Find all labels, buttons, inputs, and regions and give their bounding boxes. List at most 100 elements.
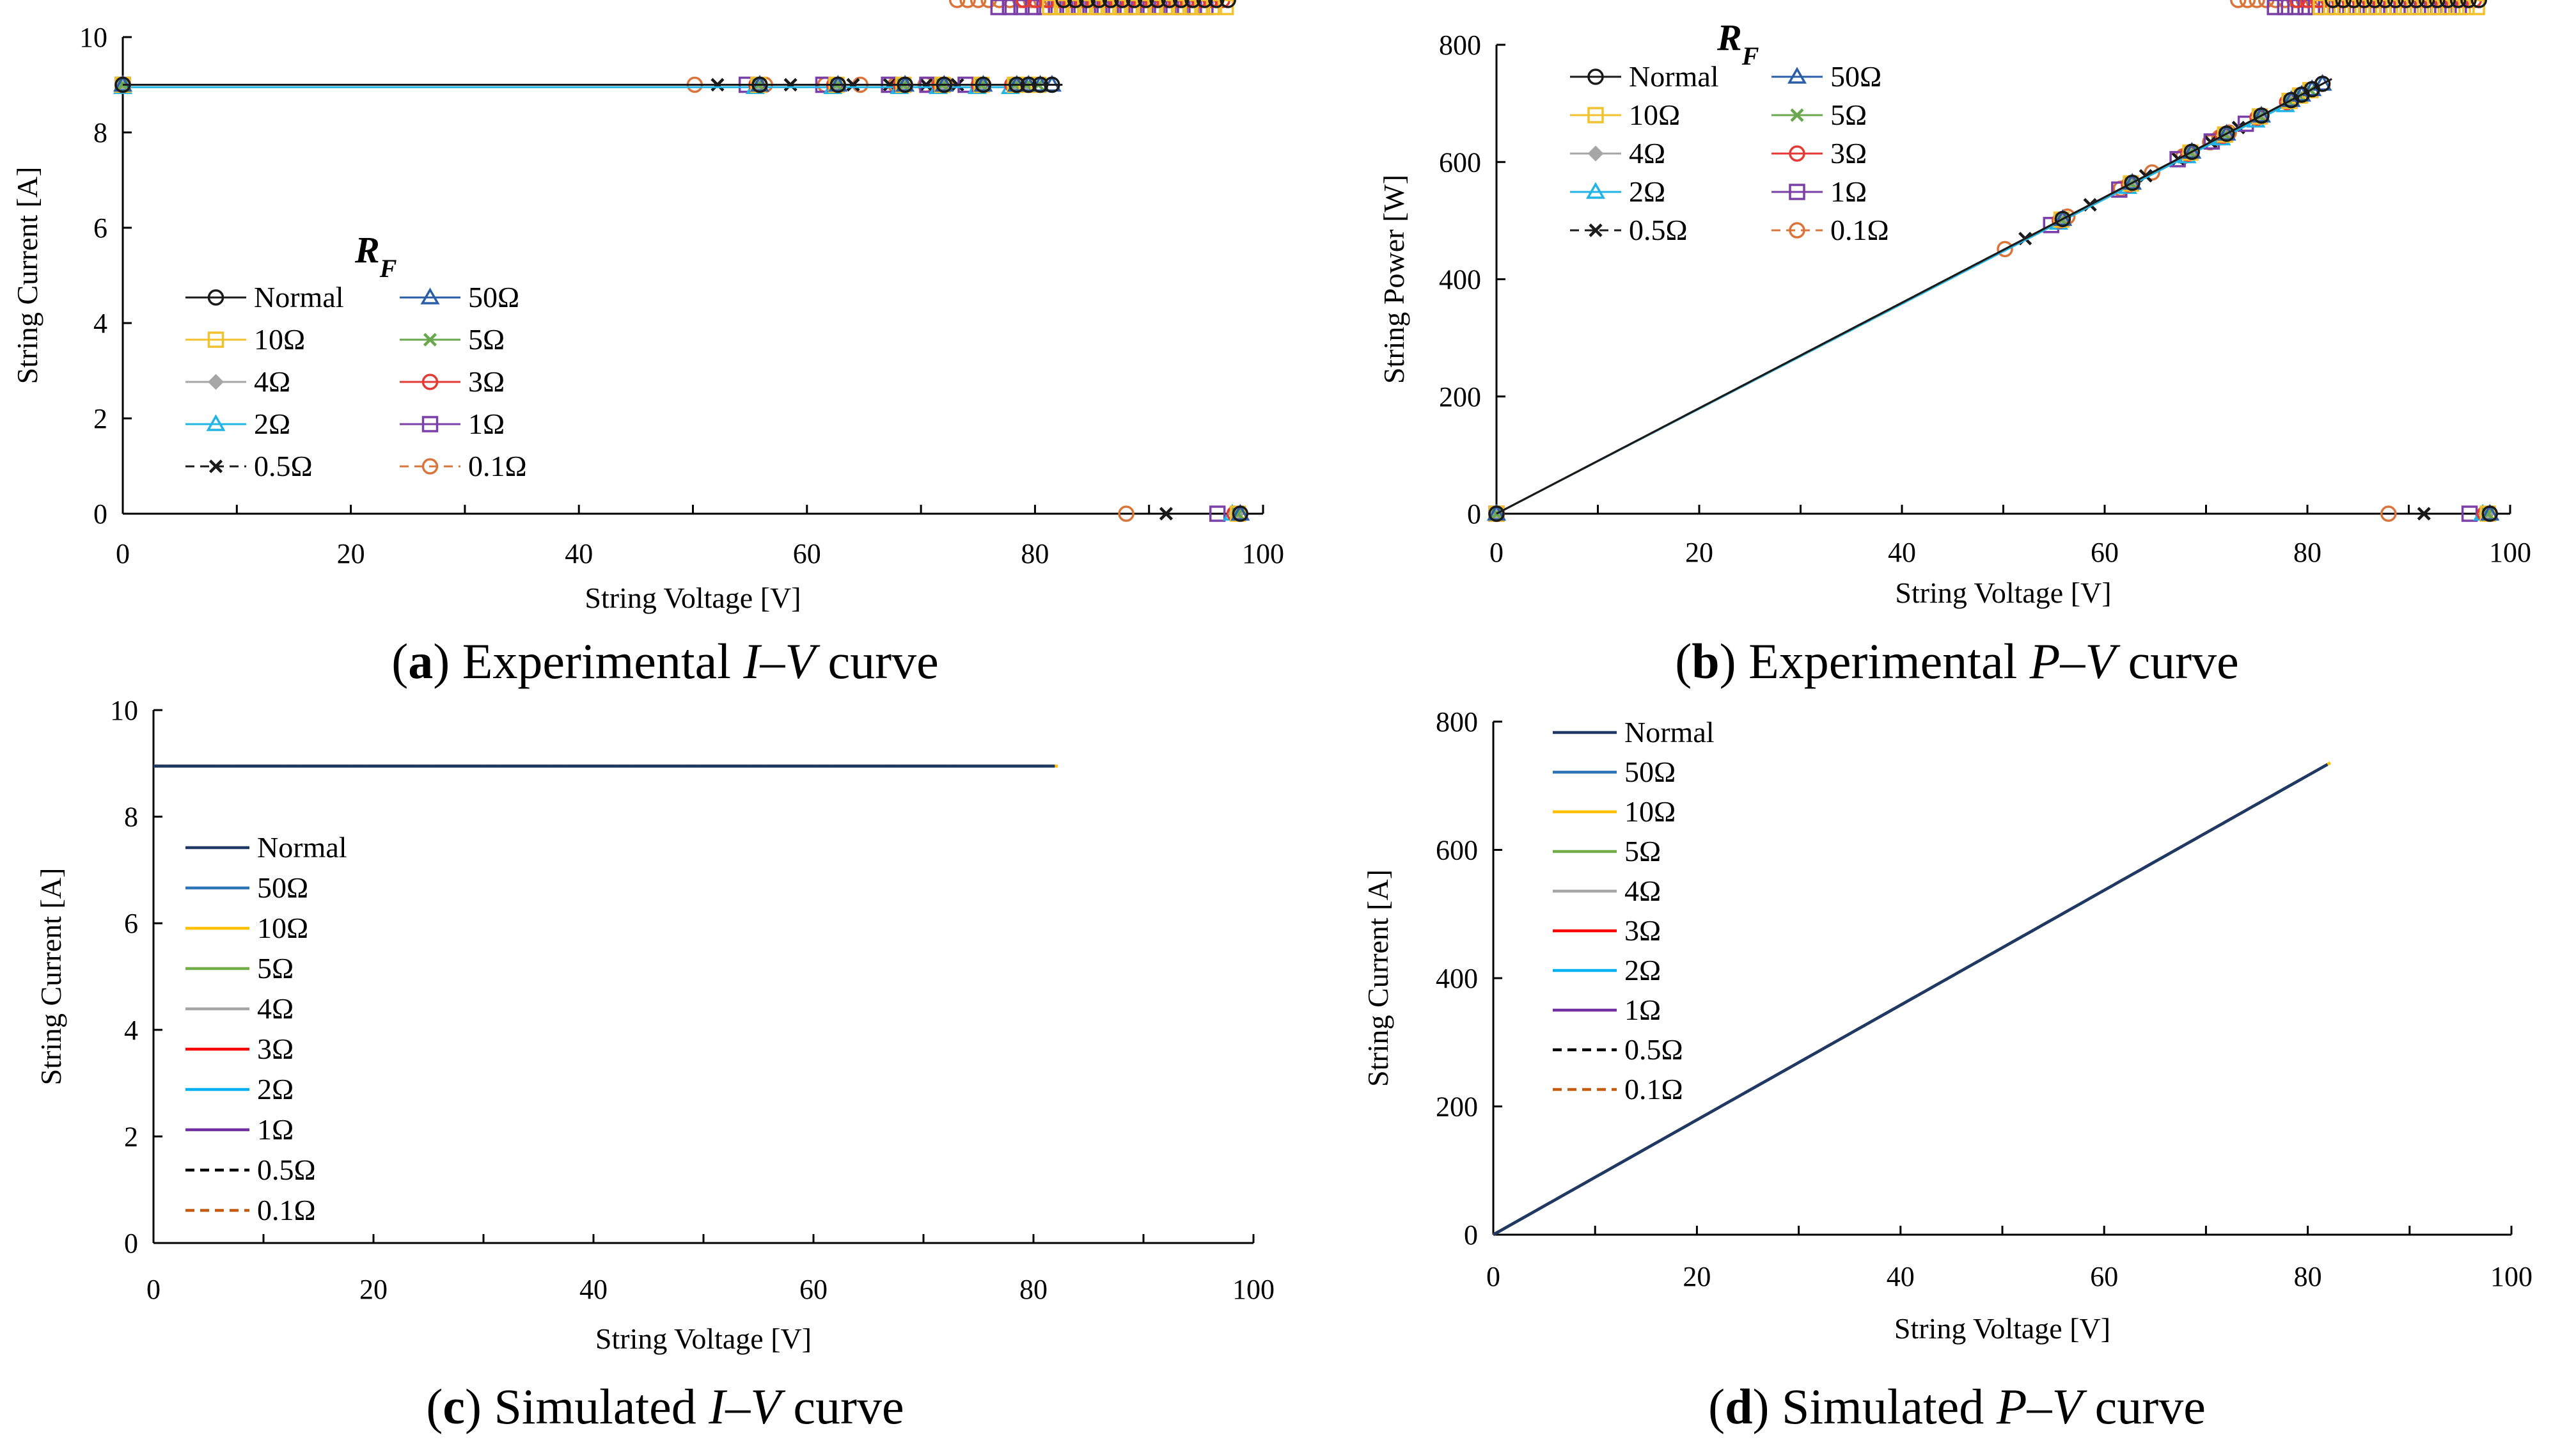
legend-label: 3Ω [1624,914,1661,947]
y-axis-label: String Power [W] [1378,175,1410,384]
legend-item-4Ω: 4Ω [185,992,294,1025]
data-point-Normal [2439,0,2456,8]
series-0.1Ω [1488,0,2397,522]
caption-paren-close: ) [465,1379,494,1434]
data-point-4Ω [1587,145,1604,162]
x-tick-label: 80 [2294,1261,2322,1292]
data-point-50Ω [1787,67,1807,84]
x-tick-label: 20 [337,538,365,569]
legend-item-4Ω: 4Ω [1553,875,1661,907]
legend-item-50Ω: 50Ω [1553,756,1676,788]
data-point-3Ω [1202,0,1219,8]
data-point-3Ω [2289,0,2306,8]
data-point-3Ω [1167,0,1184,8]
legend-label: 10Ω [1629,99,1680,131]
y-tick-label: 800 [1436,706,1478,738]
data-point-3Ω [1074,0,1091,8]
data-point-0.1Ω [980,0,997,8]
data-point-50Ω [2480,503,2500,521]
data-point-Normal [1172,0,1190,8]
data-point-Normal [1587,68,1604,85]
x-tick-label: 20 [359,1274,388,1305]
x-tick-label: 60 [793,538,821,569]
data-point-Normal [207,289,224,306]
data-point-50Ω [420,287,440,305]
caption-paren-close: ) [1720,633,1748,689]
caption-prefix: Experimental [462,633,744,689]
data-point-1Ω [2287,0,2304,15]
data-point-Normal [1102,0,1119,8]
legend-label: 0.1Ω [1624,1073,1683,1105]
legend-label: 50Ω [468,281,519,313]
legend-label: 5Ω [1830,99,1867,131]
y-axis-label: String Current [A] [1362,869,1394,1087]
legend-label: 2Ω [1629,175,1665,208]
legend-item-1Ω: 1Ω [1771,175,1867,208]
data-point-Normal [2449,0,2467,8]
legend-item-5Ω: 5Ω [1771,99,1867,131]
data-point-10Ω [2323,0,2339,15]
legend-item-1Ω: 1Ω [400,408,505,440]
legend-label: Normal [1629,60,1719,93]
data-point-0.1Ω [1118,505,1135,522]
x-axis-label: String Voltage [V] [585,582,801,614]
caption-var-1: I [742,633,762,689]
legend-item-0.5Ω: 0.5Ω [1570,214,1688,246]
caption-dash: – [2059,633,2085,689]
legend-label: 0.1Ω [1830,214,1889,246]
data-point-Normal [1020,76,1037,93]
legend-label: 4Ω [1629,137,1665,170]
data-point-Normal [2418,0,2435,8]
panel-caption: (b) Experimental P–V curve [1675,633,2239,689]
chart-panel-d: 0 200 400 600 800 0 20 40 60 80 100 String Voltage … [1362,706,2533,1434]
data-point-3Ω [1214,0,1231,8]
data-point-0.1Ω [1033,0,1050,8]
data-point-Normal [114,76,131,93]
legend-item-2Ω: 2Ω [185,408,290,440]
data-point-5Ω [1790,108,1804,122]
legend-label: 50Ω [1624,756,1676,788]
legend-item-0.1Ω: 0.1Ω [1553,1073,1683,1105]
legend-label: 5Ω [468,323,505,356]
data-point-0.1Ω [2239,0,2256,8]
legend-item-5Ω: 5Ω [400,323,505,356]
caption-label: c [443,1379,465,1434]
legend-label: 0.1Ω [257,1194,316,1226]
data-point-Normal [2335,0,2352,8]
y-tick-label: 0 [124,1228,138,1259]
data-point-Normal [2429,0,2446,8]
data-point-Normal [2253,107,2270,124]
legend-title: RF [354,229,397,283]
y-tick-label: 600 [1436,835,1478,866]
data-point-1Ω [1013,0,1030,15]
y-tick-label: 8 [93,117,107,148]
y-tick-label: 8 [124,802,138,833]
data-point-Normal [1196,0,1213,8]
data-point-10Ω [1053,0,1071,15]
data-point-Normal [2376,0,2394,8]
data-point-10Ω [207,331,224,348]
caption-var-1: P [2029,633,2061,689]
data-point-Normal [1161,0,1178,8]
data-point-Normal [1009,76,1025,93]
y-tick-label: 400 [1439,264,1481,296]
legend-label: 5Ω [257,952,294,985]
x-tick-label: 80 [1021,538,1049,569]
legend-label: 2Ω [257,1073,294,1105]
data-point-10Ω [1042,0,1058,15]
legend-item-3Ω: 3Ω [400,365,505,398]
data-point-Normal [2366,0,2383,8]
legend-item-0.5Ω: 0.5Ω [185,1153,316,1186]
series-1Ω [114,0,1226,522]
data-point-Normal [2183,143,2201,161]
data-point-Normal [2408,0,2425,8]
y-tick-label: 200 [1436,1091,1478,1123]
x-tick-label: 40 [1888,537,1916,568]
data-point-Normal [2356,0,2373,8]
legend-item-Normal: Normal [1553,716,1715,748]
data-point-Normal [1232,505,1249,522]
data-point-Normal [829,76,847,93]
